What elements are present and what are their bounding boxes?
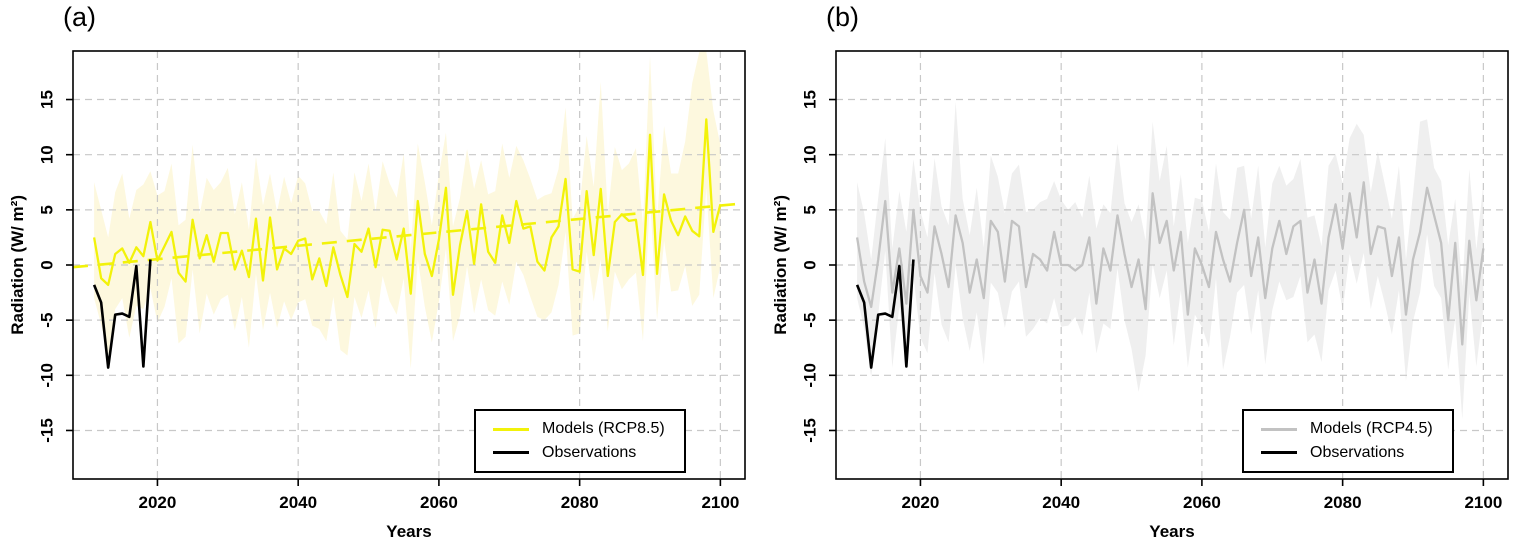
y-tick-label: -15 [38, 418, 57, 443]
y-tick-label: 10 [38, 145, 57, 164]
model-mean-line [855, 181, 1485, 346]
y-tick-label: 10 [801, 145, 820, 164]
y-tick-label: 15 [801, 90, 820, 109]
legend-item-models: Models (RCP4.5) [1261, 420, 1452, 438]
x-axis-title-a: Years [386, 522, 432, 541]
legend-item-observations: Observations [493, 444, 684, 462]
legend-b: Models (RCP4.5) Observations [1242, 409, 1454, 473]
panel-b: 2020 2040 2060 2080 2100 -15 -10 -5 0 5 10 15 (b) R… [763, 0, 1526, 549]
x-tick-label: 2060 [420, 493, 458, 512]
y-tick-label: -5 [38, 313, 57, 328]
legend-a: Models (RCP8.5) Observations [474, 409, 686, 473]
y-axis-title-text: Radiation (W/ m²) [771, 195, 790, 335]
model-spread-band [857, 101, 1484, 420]
x-tick-label: 2080 [561, 493, 599, 512]
y-tick-label: 0 [801, 260, 820, 269]
legend-label-observations: Observations [1310, 443, 1405, 461]
x-tick-label: 2040 [279, 493, 317, 512]
model-spread-band [94, 51, 721, 369]
trend-line [72, 201, 746, 269]
x-axis-title-b: Years [1149, 522, 1195, 541]
x-tick-label: 2020 [902, 493, 940, 512]
observations-line [855, 259, 915, 369]
x-tick-label: 2020 [139, 493, 177, 512]
panel-label-a: (a) [63, 2, 96, 32]
legend-item-models: Models (RCP8.5) [493, 420, 684, 438]
legend-item-observations: Observations [1261, 444, 1452, 462]
legend-label-models: Models (RCP8.5) [542, 420, 665, 438]
plot-area-a: 2020 2040 2060 2080 2100 -15 -10 -5 0 5 10 15 [38, 50, 746, 512]
panel-label-b: (b) [826, 2, 859, 32]
panel-a: 2020 2040 2060 2080 2100 -15 -10 -5 0 5 10 15 (a) R… [2, 2, 746, 541]
x-tick-label: 2040 [1042, 493, 1080, 512]
y-axis-title-a: Radiation (W/ m²) [2, 51, 34, 479]
plot-area-b: 2020 2040 2060 2080 2100 -15 -10 -5 0 5 10 15 [801, 50, 1509, 512]
legend-line-models-icon [493, 427, 529, 431]
y-tick-label: -10 [38, 363, 57, 388]
y-axis-title-text: Radiation (W/ m²) [8, 195, 27, 335]
x-tick-label: 2060 [1183, 493, 1221, 512]
model-mean-line [92, 118, 722, 299]
y-tick-label: -15 [801, 418, 820, 443]
x-tick-label: 2100 [701, 493, 739, 512]
y-tick-label: 5 [38, 205, 57, 214]
legend-line-models-icon [1261, 427, 1297, 431]
y-tick-label: -5 [801, 313, 820, 328]
y-tick-label: 15 [38, 90, 57, 109]
legend-line-observations-icon [493, 451, 529, 455]
x-tick-label: 2100 [1464, 493, 1502, 512]
legend-label-observations: Observations [542, 443, 637, 461]
observations-line [92, 259, 152, 369]
y-tick-label: -10 [801, 363, 820, 388]
legend-line-observations-icon [1261, 451, 1297, 455]
y-tick-label: 0 [38, 260, 57, 269]
x-tick-label: 2080 [1324, 493, 1362, 512]
y-axis-title-b: Radiation (W/ m²) [765, 51, 797, 479]
y-tick-label: 5 [801, 205, 820, 214]
legend-label-models: Models (RCP4.5) [1310, 420, 1433, 438]
